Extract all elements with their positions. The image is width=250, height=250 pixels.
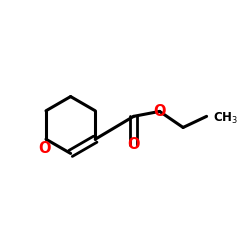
Text: CH$_3$: CH$_3$ bbox=[213, 111, 238, 126]
Text: O: O bbox=[38, 141, 51, 156]
Text: O: O bbox=[128, 137, 140, 152]
Text: O: O bbox=[153, 104, 166, 119]
